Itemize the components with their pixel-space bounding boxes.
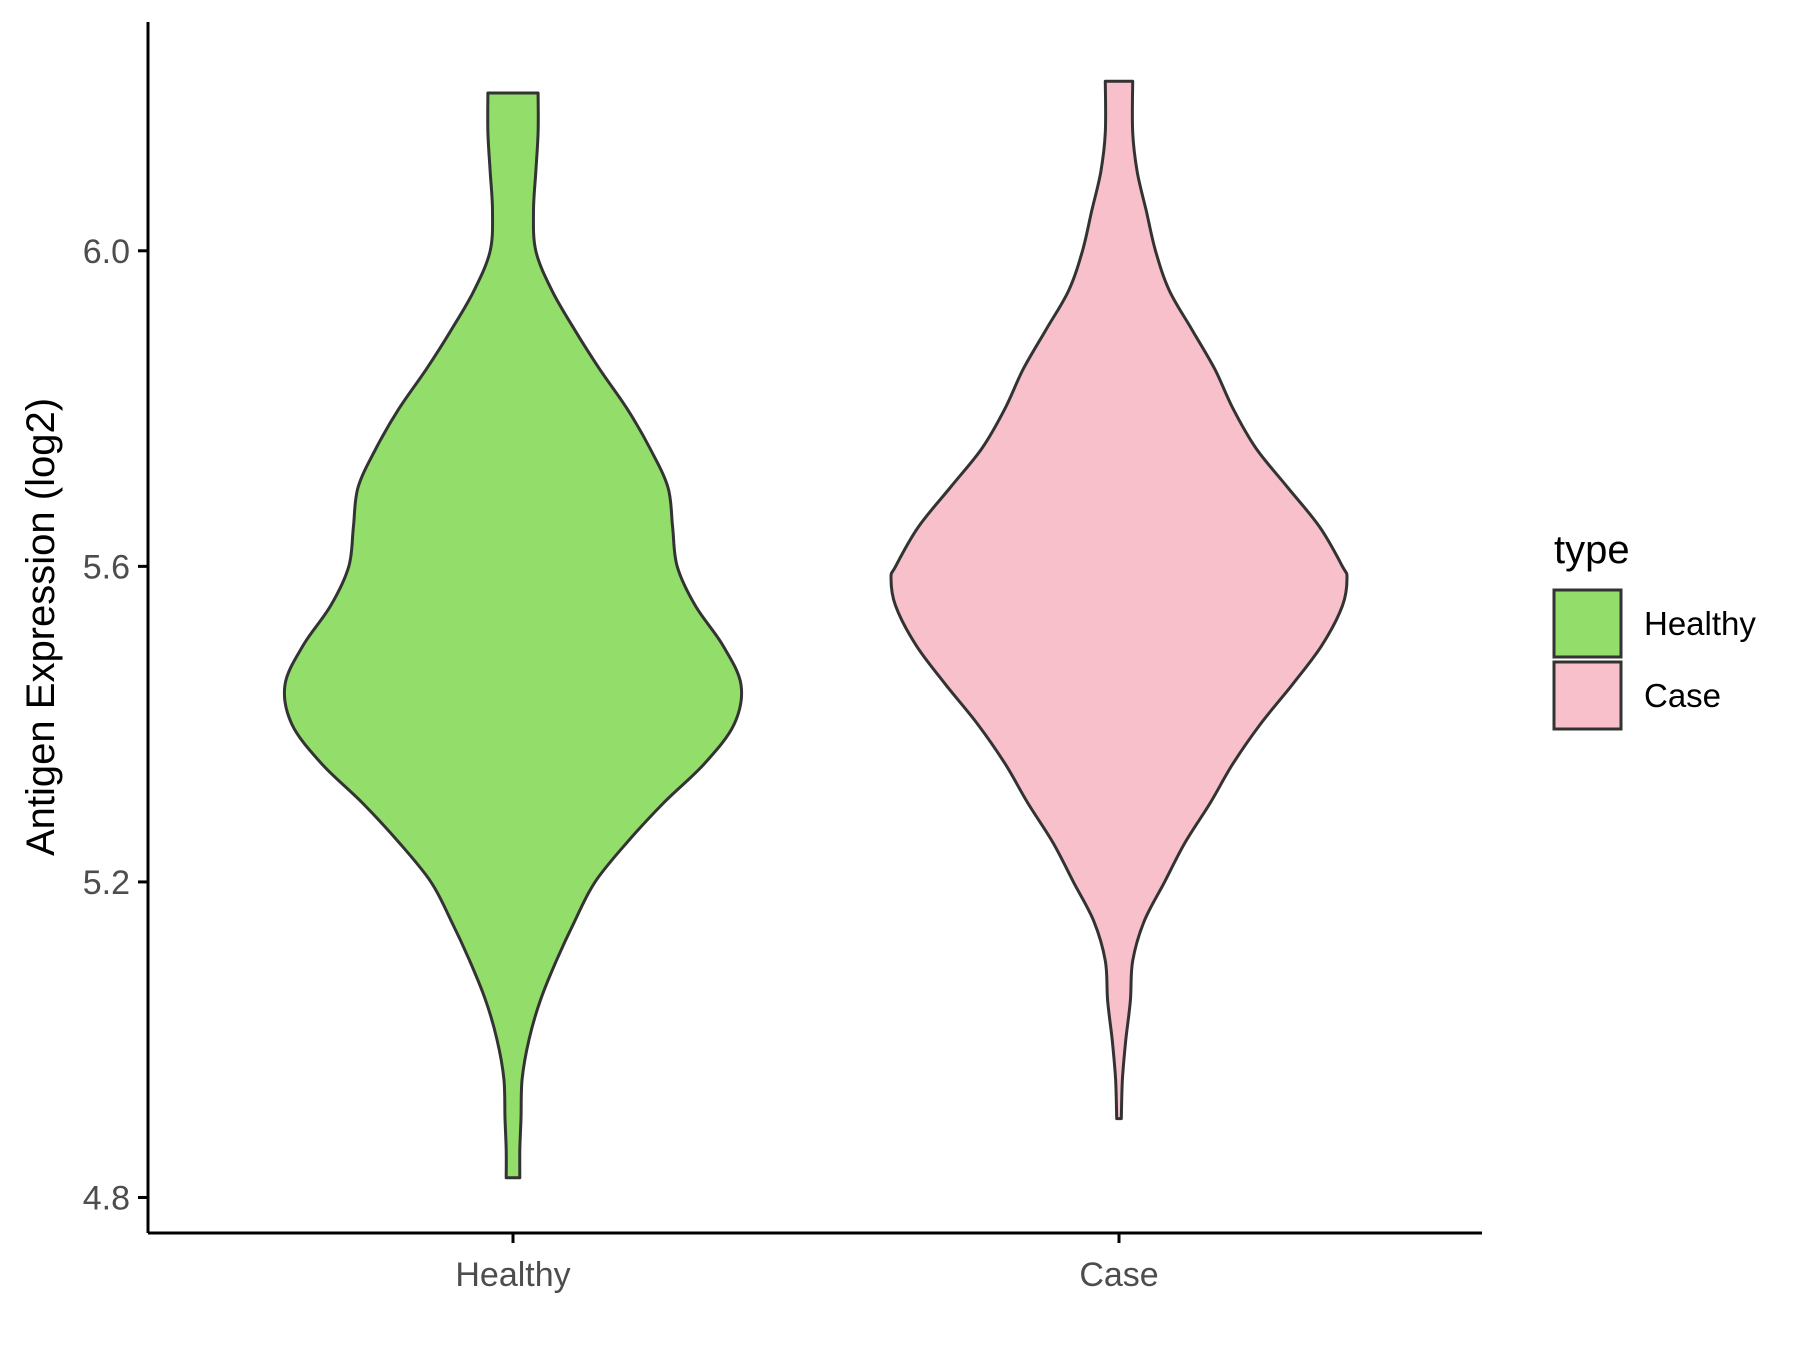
x-tick-label: Case [1079, 1256, 1158, 1294]
violins-layer [282, 79, 1349, 1180]
y-tick-label: 4.8 [83, 1179, 130, 1217]
x-tick-label: Healthy [455, 1256, 570, 1294]
violin-healthy [282, 91, 744, 1180]
legend-label-healthy: Healthy [1644, 605, 1756, 642]
y-axis-title: Antigen Expression (log2) [19, 398, 63, 856]
violin-case [889, 79, 1349, 1121]
y-tick-label: 5.2 [83, 864, 130, 902]
y-tick-label: 5.6 [83, 548, 130, 586]
x-ticks: Healthy Case [455, 1233, 1159, 1294]
legend-label-case: Case [1644, 677, 1721, 714]
legend: type Healthy Case [1552, 528, 1756, 731]
axes-layer [146, 22, 1482, 1235]
legend-key-case [1552, 660, 1623, 731]
legend-items: Healthy Case [1552, 588, 1756, 731]
y-ticks: 4.8 5.2 5.6 6.0 [83, 233, 148, 1217]
y-tick-label: 6.0 [83, 233, 130, 271]
legend-key-healthy [1552, 588, 1623, 659]
legend-title: type [1554, 528, 1630, 572]
